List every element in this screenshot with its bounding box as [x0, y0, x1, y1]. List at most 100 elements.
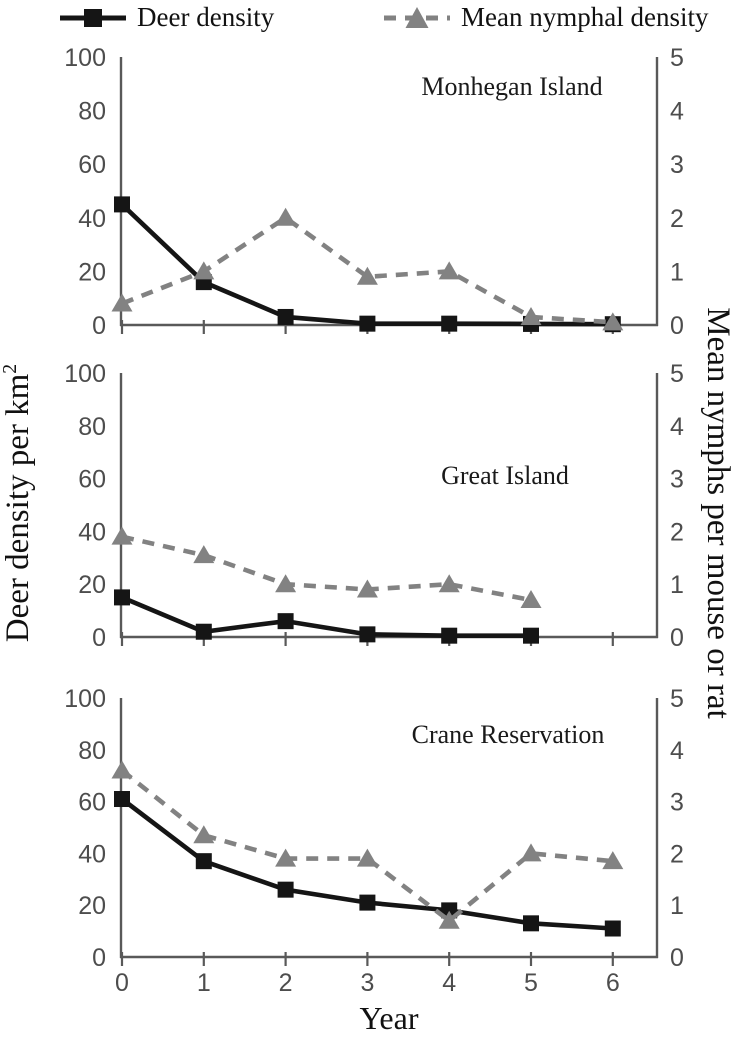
- left-tick-label: 80: [78, 413, 106, 441]
- nymph-line-marker-icon: [384, 6, 450, 28]
- deer-density-line: [120, 202, 613, 327]
- right-tick-label: 3: [670, 151, 684, 179]
- left-tick-label: 20: [78, 258, 106, 286]
- x-tick-label: 1: [197, 969, 211, 997]
- nymph-data-marker: [193, 261, 215, 280]
- panel-0: 0 20 40 60 80 100 0 1 2 3 4 5: [64, 44, 684, 340]
- nymph-data-marker: [275, 848, 297, 867]
- deer-data-marker: [359, 315, 376, 332]
- deer-legend-square: [84, 8, 102, 27]
- deer-data-marker: [604, 920, 621, 937]
- panel-title-great-island: Great Island: [441, 461, 569, 490]
- deer-data-marker: [114, 589, 130, 606]
- right-tick-label: 1: [670, 892, 684, 920]
- right-tick-label: 0: [670, 944, 684, 972]
- nymph-data-marker: [275, 207, 297, 226]
- nymph-data-marker: [438, 261, 460, 280]
- right-tick-label: 4: [670, 98, 684, 126]
- left-tick-label: 60: [78, 466, 106, 494]
- nymph-data-marker: [356, 579, 378, 598]
- nymph-data-marker: [111, 293, 133, 312]
- nymph-data-marker: [520, 306, 542, 325]
- right-tick-label: 2: [670, 840, 684, 868]
- nymph-data-marker: [520, 590, 542, 609]
- nymph-data-marker: [602, 312, 624, 331]
- legend-item-deer: Deer density: [58, 2, 274, 33]
- deer-data-marker: [195, 623, 212, 640]
- right-tick-label: 0: [670, 624, 684, 652]
- nymphal-density-line: [121, 534, 532, 603]
- legend-nymph-label: Mean nymphal density: [461, 2, 709, 32]
- deer-data-marker: [441, 315, 458, 332]
- right-tick-label: 3: [670, 789, 684, 817]
- left-tick-label: 100: [64, 44, 106, 72]
- nymph-data-marker: [193, 825, 215, 844]
- left-tick-label: 80: [78, 737, 106, 765]
- left-tick-label: 40: [78, 205, 106, 233]
- x-axis-title: Year: [359, 1000, 419, 1036]
- left-tick-label: 20: [78, 571, 106, 599]
- deer-data-marker: [277, 613, 294, 630]
- right-tick-label: 1: [670, 258, 684, 286]
- panel-title-crane-reservation: Crane Reservation: [411, 720, 605, 749]
- right-tick-label: 3: [670, 466, 684, 494]
- left-tick-label: 0: [92, 312, 106, 340]
- x-tick-label: 2: [279, 969, 293, 997]
- panel-1: 0 20 40 60 80 100 0 1 2 3 4 5: [64, 360, 684, 652]
- left-tick-label: 60: [78, 789, 106, 817]
- deer-data-marker: [114, 791, 130, 808]
- deer-data-marker: [441, 627, 458, 644]
- right-tick-label: 4: [670, 737, 684, 765]
- x-tick-label: 6: [606, 969, 620, 997]
- left-tick-label: 20: [78, 892, 106, 920]
- right-tick-label: 5: [670, 685, 684, 713]
- left-tick-label: 0: [92, 944, 106, 972]
- deer-data-marker: [359, 894, 376, 911]
- right-tick-label: 5: [670, 360, 684, 388]
- right-tick-label: 4: [670, 413, 684, 441]
- nymph-data-marker: [356, 848, 378, 867]
- x-tick-label: 4: [442, 969, 456, 997]
- nymph-data-marker: [193, 545, 215, 564]
- panel-2: 0 20 40 60 80 100 0 1 2 3 4 5 0 1 2 3 4 5 6: [64, 685, 684, 997]
- deer-data-marker: [359, 626, 376, 643]
- panel-title-monhegan-island: Monhegan Island: [421, 72, 603, 101]
- deer-data-marker: [523, 915, 539, 932]
- left-tick-label: 40: [78, 518, 106, 546]
- deer-density-line: [121, 595, 531, 638]
- left-tick-label: 80: [78, 98, 106, 126]
- legend-deer-label: Deer density: [137, 2, 275, 32]
- x-tick-label: 5: [524, 969, 538, 997]
- deer-data-marker: [277, 308, 294, 325]
- x-tick-label: 3: [360, 969, 374, 997]
- deer-data-marker: [523, 627, 539, 644]
- x-tick-label: 0: [115, 969, 129, 997]
- right-tick-label: 1: [670, 571, 684, 599]
- right-tick-label: 2: [670, 518, 684, 546]
- deer-data-marker: [114, 196, 130, 213]
- left-tick-label: 100: [64, 685, 106, 713]
- nymph-data-marker: [438, 910, 460, 929]
- left-tick-label: 40: [78, 840, 106, 868]
- nymph-data-marker: [602, 851, 624, 870]
- nymph-data-marker: [111, 760, 133, 779]
- legend-item-nymph: Mean nymphal density: [382, 2, 708, 33]
- right-tick-label: 2: [670, 205, 684, 233]
- deer-data-marker: [441, 902, 458, 919]
- nymph-data-marker: [520, 843, 542, 862]
- deer-data-marker: [277, 881, 294, 898]
- deer-line-marker-icon: [60, 8, 126, 27]
- nymph-data-marker: [275, 574, 297, 593]
- nymph-legend-triangle: [405, 6, 429, 28]
- right-tick-label: 5: [670, 44, 684, 72]
- right-tick-label: 0: [670, 312, 684, 340]
- nymph-data-marker: [438, 574, 460, 593]
- left-tick-label: 60: [78, 151, 106, 179]
- left-tick-label: 0: [92, 624, 106, 652]
- nymph-data-marker: [111, 526, 133, 545]
- left-tick-label: 100: [64, 360, 106, 388]
- deer-data-marker: [195, 853, 212, 870]
- nymph-data-marker: [356, 266, 378, 285]
